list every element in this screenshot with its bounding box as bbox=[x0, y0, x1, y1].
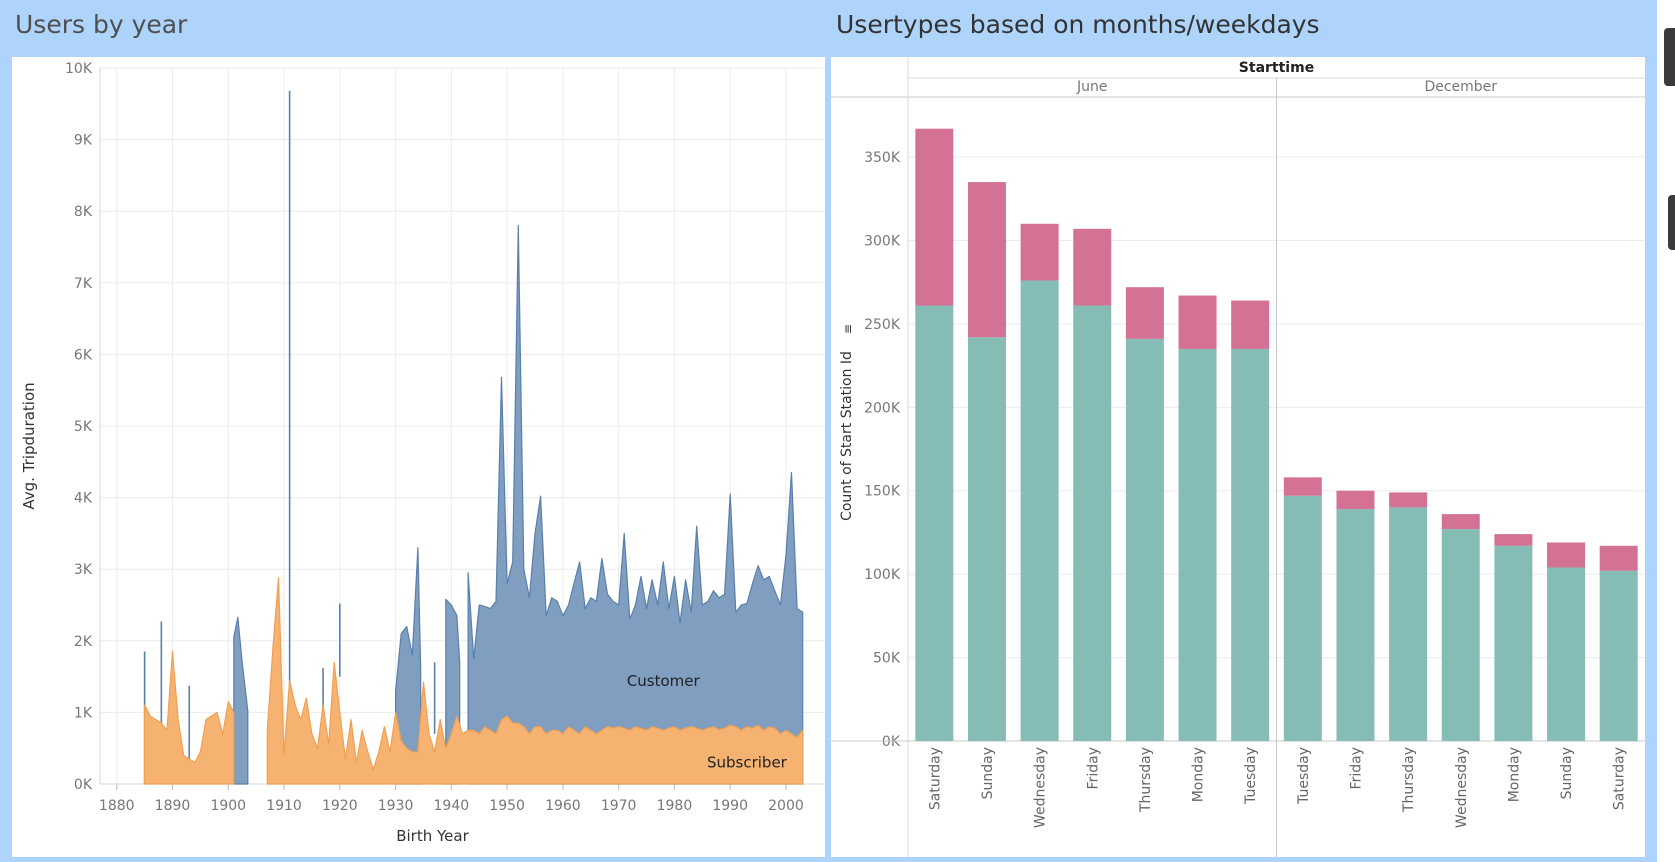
column-header-starttime: Starttime bbox=[1239, 60, 1314, 76]
users-by-year-panel: 0K 1K 2K 3K 4K 5K 6K 7K 8K 9K 10K 1880 1890 1900 1910 1… bbox=[12, 57, 825, 857]
x-tick-label: 1970 bbox=[601, 798, 637, 814]
sort-icon: ≡ bbox=[841, 324, 855, 334]
y-axis-title: Count of Start Station Id bbox=[839, 351, 855, 521]
customer-area bbox=[233, 616, 249, 785]
bar-pink-june-monday bbox=[1178, 295, 1217, 349]
x-tick-label: 1950 bbox=[489, 798, 525, 814]
x-tick-label: Friday bbox=[1348, 747, 1364, 789]
x-tick-label: 1880 bbox=[99, 798, 135, 814]
bar-teal-june-thursday bbox=[1125, 338, 1164, 741]
right-chart-title: Usertypes based on months/weekdays bbox=[836, 10, 1320, 39]
y-tick-label: 0K bbox=[882, 734, 901, 750]
x-tick-label: 1910 bbox=[266, 798, 302, 814]
bar-teal-december-tuesday bbox=[1283, 495, 1322, 741]
x-tick-label: Thursday bbox=[1401, 747, 1417, 813]
y-tick-label: 0K bbox=[74, 777, 93, 793]
x-tick-label: Friday bbox=[1085, 747, 1101, 789]
x-tick-label: 1980 bbox=[657, 798, 693, 814]
bar-pink-june-sunday bbox=[967, 182, 1006, 338]
bar-teal-december-friday bbox=[1336, 509, 1375, 741]
bar-pink-june-wednesday bbox=[1020, 223, 1059, 281]
bar-teal-june-sunday bbox=[967, 337, 1006, 741]
x-tick-label: 1930 bbox=[378, 798, 414, 814]
x-tick-label: Wednesday bbox=[1033, 747, 1049, 828]
y-tick-label: 9K bbox=[74, 133, 93, 149]
bar-pink-december-monday bbox=[1494, 534, 1533, 546]
usertypes-panel: Starttime 0K 50K 100K 150K 200K 250K 300K 350K Co… bbox=[831, 57, 1645, 857]
bar-teal-december-monday bbox=[1494, 545, 1533, 741]
y-axis-title: Avg. Tripduration bbox=[20, 382, 38, 509]
y-tick-label: 10K bbox=[65, 61, 93, 77]
bar-teal-june-saturday bbox=[915, 305, 954, 741]
bar-pink-june-saturday bbox=[915, 128, 954, 306]
users-by-year-chart[interactable]: 0K 1K 2K 3K 4K 5K 6K 7K 8K 9K 10K 1880 1890 1900 1910 1… bbox=[12, 57, 825, 857]
side-handle-lower[interactable] bbox=[1668, 195, 1675, 250]
window-edge bbox=[1657, 0, 1675, 862]
customer-area bbox=[467, 224, 804, 785]
bar-pink-december-sunday bbox=[1547, 542, 1586, 568]
bar-teal-december-thursday bbox=[1389, 507, 1428, 741]
group-label-june: June bbox=[1076, 79, 1108, 95]
x-tick-label: 1900 bbox=[210, 798, 246, 814]
y-tick-label: 200K bbox=[864, 400, 901, 416]
y-tick-label: 7K bbox=[74, 276, 93, 292]
x-tick-label: Saturday bbox=[1612, 747, 1628, 810]
bar-pink-december-friday bbox=[1336, 490, 1375, 510]
x-tick-label: 1920 bbox=[322, 798, 358, 814]
bar-pink-december-tuesday bbox=[1283, 477, 1322, 496]
y-tick-label: 100K bbox=[864, 567, 901, 583]
x-tick-label: Tuesday bbox=[1243, 747, 1259, 805]
x-tick-label: Monday bbox=[1506, 747, 1522, 802]
x-axis-title: Birth Year bbox=[396, 827, 469, 845]
y-tick-label: 300K bbox=[864, 233, 901, 249]
bar-teal-december-saturday bbox=[1599, 570, 1638, 741]
x-tick-label: 1960 bbox=[545, 798, 581, 814]
bar-pink-june-friday bbox=[1073, 228, 1112, 306]
y-tick-label: 150K bbox=[864, 484, 901, 500]
usertypes-chart[interactable]: Starttime 0K 50K 100K 150K 200K 250K 300K 350K Co… bbox=[831, 57, 1645, 857]
bar-teal-june-tuesday bbox=[1231, 348, 1270, 741]
y-tick-label: 5K bbox=[74, 419, 93, 435]
y-tick-label: 250K bbox=[864, 317, 901, 333]
bar-teal-december-sunday bbox=[1547, 567, 1586, 741]
y-tick-label: 8K bbox=[74, 204, 93, 220]
bar-pink-december-wednesday bbox=[1441, 514, 1480, 530]
subscriber-area bbox=[266, 577, 804, 785]
y-tick-label: 50K bbox=[873, 651, 901, 667]
bar-teal-june-monday bbox=[1178, 348, 1217, 741]
subscriber-area bbox=[144, 650, 235, 785]
y-tick-label: 3K bbox=[74, 562, 93, 578]
bar-pink-december-saturday bbox=[1599, 545, 1638, 571]
y-tick-label: 350K bbox=[864, 150, 901, 166]
group-label-december: December bbox=[1424, 79, 1497, 95]
x-tick-label: 2000 bbox=[768, 798, 804, 814]
bar-teal-december-wednesday bbox=[1441, 529, 1480, 741]
x-tick-label: Thursday bbox=[1138, 747, 1154, 813]
side-handle[interactable] bbox=[1664, 28, 1675, 86]
subscriber-annotation: Subscriber bbox=[707, 754, 788, 772]
x-tick-label: Wednesday bbox=[1454, 747, 1470, 828]
bar-pink-june-tuesday bbox=[1231, 300, 1270, 349]
x-tick-label: Tuesday bbox=[1296, 747, 1312, 805]
bar-pink-december-thursday bbox=[1389, 492, 1428, 508]
x-tick-label: Sunday bbox=[1559, 747, 1575, 799]
x-tick-label: Sunday bbox=[980, 747, 996, 799]
x-tick-label: 1940 bbox=[434, 798, 470, 814]
x-tick-label: 1890 bbox=[155, 798, 191, 814]
y-tick-label: 1K bbox=[74, 705, 93, 721]
left-chart-title: Users by year bbox=[15, 10, 188, 39]
x-tick-label: Monday bbox=[1191, 747, 1207, 802]
bar-teal-june-friday bbox=[1073, 305, 1112, 741]
x-tick-label: Saturday bbox=[927, 747, 943, 810]
customer-annotation: Customer bbox=[627, 672, 701, 690]
bar-teal-june-wednesday bbox=[1020, 280, 1059, 741]
bar-pink-june-thursday bbox=[1125, 287, 1164, 339]
y-tick-label: 2K bbox=[74, 634, 93, 650]
y-tick-label: 4K bbox=[74, 491, 93, 507]
x-tick-label: 1990 bbox=[712, 798, 748, 814]
y-tick-label: 6K bbox=[74, 347, 93, 363]
